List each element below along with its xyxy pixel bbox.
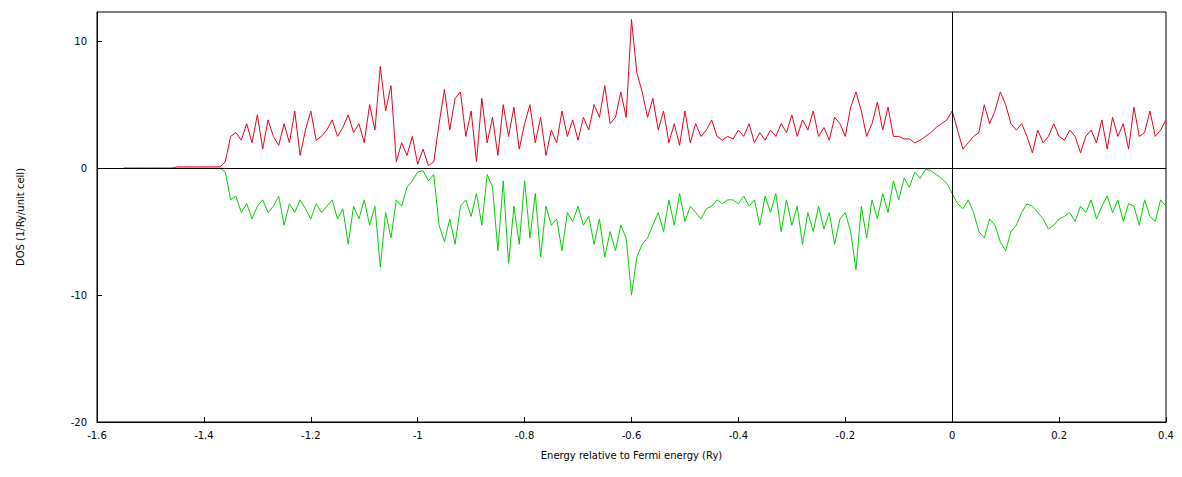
svg-text:0.4: 0.4: [1158, 430, 1174, 441]
svg-text:DOS (1/Ry/unit cell): DOS (1/Ry/unit cell): [15, 168, 26, 266]
svg-text:-1.4: -1.4: [194, 430, 214, 441]
svg-text:-0.2: -0.2: [836, 430, 856, 441]
svg-text:0.2: 0.2: [1051, 430, 1067, 441]
svg-text:-10: -10: [71, 290, 87, 301]
svg-text:10: 10: [74, 36, 87, 47]
svg-text:-0.8: -0.8: [515, 430, 535, 441]
svg-text:-1: -1: [413, 430, 423, 441]
svg-text:0: 0: [949, 430, 955, 441]
svg-text:0: 0: [81, 163, 87, 174]
svg-text:Energy relative to Fermi energ: Energy relative to Fermi energy (Ry): [541, 450, 723, 461]
svg-text:-1.6: -1.6: [87, 430, 107, 441]
svg-text:-1.2: -1.2: [301, 430, 321, 441]
svg-text:-0.4: -0.4: [729, 430, 749, 441]
svg-text:-20: -20: [71, 417, 87, 428]
svg-text:-0.6: -0.6: [622, 430, 642, 441]
